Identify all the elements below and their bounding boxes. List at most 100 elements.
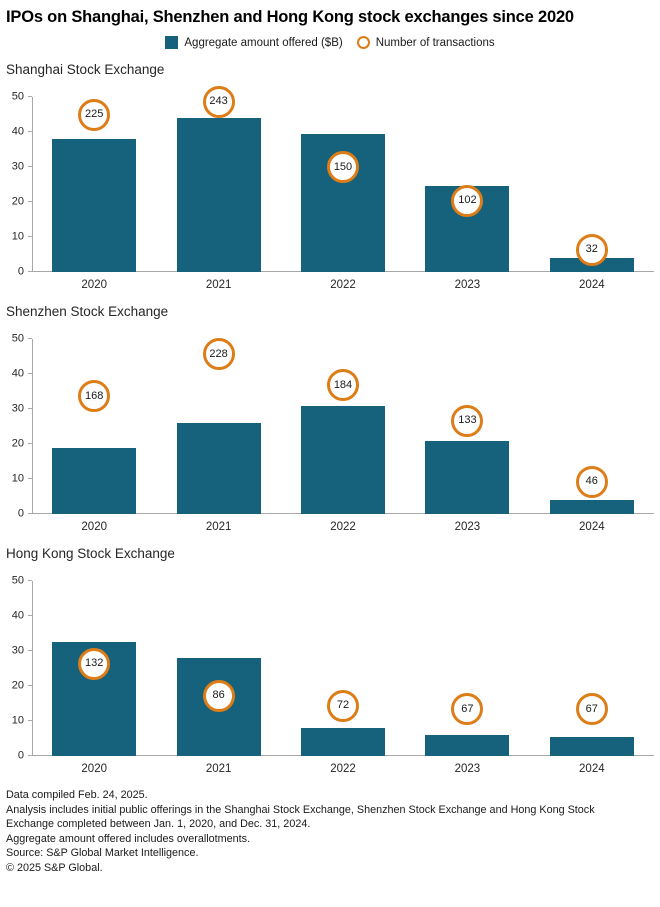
legend: Aggregate amount offered ($B) Number of … — [0, 36, 660, 49]
footnotes: Data compiled Feb. 24, 2025. Analysis in… — [6, 788, 652, 875]
y-tick-mark — [28, 685, 32, 686]
footnote-line: Analysis includes initial public offerin… — [6, 803, 595, 816]
y-tick-label: 30 — [11, 644, 24, 657]
plot-area: 0 10 20 30 40 50 132 86 72 67 67 — [12, 575, 654, 761]
y-tick-mark — [28, 338, 32, 339]
y-tick-mark — [28, 755, 32, 756]
y-tick-mark — [28, 443, 32, 444]
bar-chart: 0 10 20 30 40 50 225 243 150 102 32 2020 2021 2022 20… — [0, 85, 654, 291]
y-tick-label: 50 — [11, 574, 24, 587]
y-tick-mark — [28, 580, 32, 581]
footnote-line: Aggregate amount offered includes overal… — [6, 832, 251, 845]
y-tick-label: 40 — [11, 125, 24, 138]
y-tick-label: 50 — [11, 90, 24, 103]
x-tick-label-2023: 2023 — [454, 521, 481, 533]
x-tick-label-2022: 2022 — [330, 521, 356, 533]
y-axis-line — [32, 339, 33, 514]
y-tick-mark — [28, 131, 32, 132]
y-axis-line — [32, 581, 33, 756]
circle-swatch-icon — [356, 36, 370, 49]
y-tick-mark — [28, 236, 32, 237]
y-tick-label: 40 — [11, 609, 24, 622]
transactions-badge-2020: 168 — [78, 380, 111, 413]
chart-section-shenzhen: Shenzhen Stock Exchange 0 10 20 30 40 50 168 22… — [0, 304, 660, 533]
footnote-line: Source: S&P Global Market Intelligence. — [6, 847, 199, 859]
y-tick-mark — [28, 373, 32, 374]
footnote-line: © 2025 S&P Global. — [6, 861, 103, 874]
x-tick-label-2023: 2023 — [454, 763, 481, 775]
y-tick-mark — [28, 201, 32, 202]
bar-chart: 0 10 20 30 40 50 132 86 72 67 67 2020 2021 2022 2023 2… — [0, 575, 654, 775]
x-axis-labels: 2020 2021 2022 2023 2024 — [32, 514, 654, 533]
y-tick-mark — [28, 271, 32, 272]
y-tick-label: 0 — [17, 265, 24, 278]
y-tick-mark — [28, 96, 32, 97]
bar-2021 — [176, 118, 261, 272]
y-tick-label: 30 — [11, 160, 24, 173]
x-tick-label-2020: 2020 — [81, 279, 107, 291]
chart-title: Shanghai Stock Exchange — [6, 62, 165, 77]
x-tick-label-2023: 2023 — [454, 279, 481, 291]
transactions-badge-2021: 228 — [202, 338, 235, 371]
x-axis-labels: 2020 2021 2022 2023 2024 — [32, 272, 654, 291]
y-tick-label: 20 — [11, 679, 24, 692]
y-tick-label: 10 — [11, 230, 24, 243]
x-axis-labels: 2020 2021 2022 2023 2024 — [32, 756, 654, 775]
y-tick-label: 20 — [11, 437, 24, 450]
bar-2021 — [176, 423, 261, 514]
transactions-badge-2023: 102 — [451, 184, 484, 217]
y-tick-label: 20 — [11, 195, 24, 208]
chart-title: Hong Kong Stock Exchange — [6, 546, 175, 561]
y-tick-mark — [28, 408, 32, 409]
x-tick-label-2024: 2024 — [579, 763, 605, 775]
x-tick-label-2021: 2021 — [205, 763, 232, 775]
bar-2024 — [549, 500, 634, 514]
x-tick-label-2022: 2022 — [330, 763, 356, 775]
transactions-badge-2022: 72 — [327, 689, 359, 722]
x-tick-label-2022: 2022 — [330, 279, 356, 291]
y-tick-label: 10 — [11, 472, 24, 485]
legend-amount-label: Aggregate amount offered ($B) — [184, 36, 343, 49]
y-tick-mark — [28, 513, 32, 514]
plot-area: 0 10 20 30 40 50 225 243 150 102 32 — [12, 85, 654, 277]
transactions-badge-2023: 67 — [451, 693, 484, 726]
x-tick-label-2024: 2024 — [579, 521, 605, 533]
y-tick-label: 0 — [17, 507, 24, 520]
chart-title: Shenzhen Stock Exchange — [6, 304, 169, 319]
bar-2022 — [301, 405, 385, 514]
footnote-line: Exchange completed between Jan. 1, 2020,… — [6, 818, 311, 830]
bar-2023 — [425, 735, 510, 756]
x-tick-label-2020: 2020 — [81, 521, 107, 533]
bar-2020 — [52, 447, 137, 514]
transactions-badge-2024: 32 — [575, 233, 608, 266]
transactions-badge-2021: 86 — [202, 679, 235, 712]
y-tick-label: 0 — [17, 749, 24, 762]
bar-2024 — [549, 736, 634, 756]
y-tick-label: 30 — [11, 402, 24, 415]
bar-2023 — [425, 440, 510, 514]
chart-section-hongkong: Hong Kong Stock Exchange 0 10 20 30 40 50 132 8… — [0, 546, 660, 775]
chart-section-shanghai: Shanghai Stock Exchange 0 10 20 30 40 50 225 24… — [0, 62, 660, 291]
y-tick-mark — [28, 478, 32, 479]
plot-area: 0 10 20 30 40 50 168 228 184 133 46 — [12, 333, 654, 519]
y-axis-line — [32, 97, 33, 272]
transactions-badge-2020: 225 — [78, 98, 111, 131]
y-tick-mark — [28, 720, 32, 721]
transactions-badge-2022: 184 — [327, 369, 359, 402]
transactions-badge-2024: 46 — [575, 465, 608, 498]
transactions-badge-2021: 243 — [202, 85, 235, 118]
bar-2020 — [52, 139, 137, 272]
y-tick-mark — [28, 615, 32, 616]
footnote-line: Data compiled Feb. 24, 2025. — [6, 789, 148, 801]
y-tick-mark — [28, 650, 32, 651]
transactions-badge-2020: 132 — [78, 647, 111, 680]
page-title: IPOs on Shanghai, Shenzhen and Hong Kong… — [6, 8, 574, 26]
y-tick-label: 50 — [11, 332, 24, 345]
x-tick-label-2021: 2021 — [205, 279, 232, 291]
y-tick-mark — [28, 166, 32, 167]
y-tick-label: 40 — [11, 367, 24, 380]
x-tick-label-2021: 2021 — [205, 521, 232, 533]
transactions-badge-2023: 133 — [451, 404, 484, 437]
transactions-badge-2022: 150 — [327, 151, 359, 183]
legend-transactions-label: Number of transactions — [375, 36, 495, 49]
